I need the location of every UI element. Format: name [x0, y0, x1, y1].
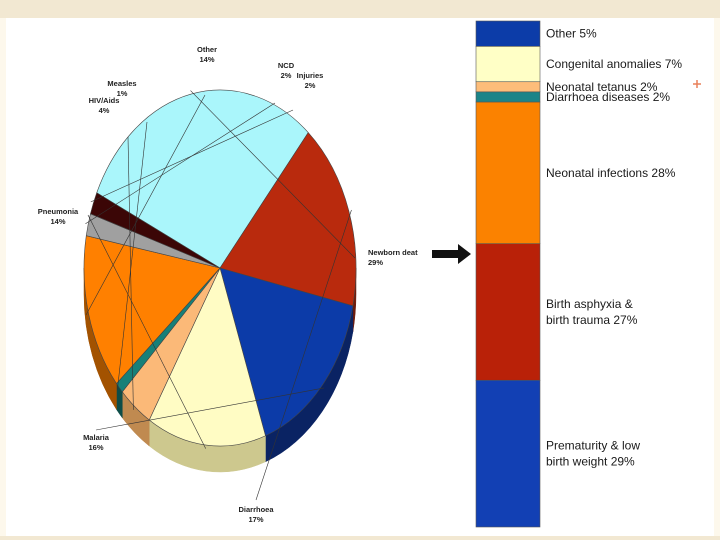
bar-segment-diarrhoea-diseases-2 — [475, 91, 541, 103]
pie-label-injuries: Injuries 2% — [297, 71, 324, 90]
pie-slice-newborn-deaths — [96, 89, 309, 269]
bar-label-neonatal-infections-28: Neonatal infections 28% — [546, 166, 676, 180]
pie-label-other: Other 14% — [197, 45, 217, 64]
accent-mark — [693, 80, 701, 88]
top-band — [0, 0, 720, 18]
bar-labels: Prematurity & low birth weight 29% Birth a… — [546, 27, 682, 469]
leader-line-diarrhoea — [255, 209, 352, 501]
leader-line-malaria — [95, 387, 325, 431]
leader-line-newborn-deaths — [190, 90, 356, 259]
pie-chart: Newborn deat 29% Diarrhoea 17% Malaria 16% Pne… — [38, 45, 418, 524]
bar-segment-congenital-anomalies-7 — [475, 45, 541, 83]
pie-label-hiv-aids: HIV/Aids 4% — [89, 96, 120, 115]
pie-slice-pneumonia — [148, 267, 266, 447]
bar-segments — [475, 20, 541, 528]
stacked-bar-chart: Prematurity & low birth weight 29% Birth a… — [475, 20, 682, 528]
leader-line-ncd — [85, 102, 276, 225]
arrow-shape — [432, 244, 471, 264]
leader-line-pneumonia — [87, 214, 206, 449]
pie-slice-other — [83, 235, 221, 384]
bar-label-neonatal-tetanus-2: Neonatal tetanus 2% — [546, 80, 658, 94]
bar-segment-birth-asphyxia — [475, 243, 541, 381]
pie-slice-injuries — [90, 192, 221, 269]
bottom-band — [0, 536, 720, 540]
bar-segment-prematurity-low — [475, 379, 541, 528]
pie-label-ncd: NCD 2% — [278, 61, 295, 80]
pie-label-malaria: Malaria 16% — [83, 433, 110, 452]
bar-segment-neonatal-infections-28 — [475, 101, 541, 244]
pie-label-diarrhoea: Diarrhoea 17% — [238, 505, 274, 524]
leader-line-measles — [117, 121, 148, 391]
pie-tops — [83, 89, 357, 447]
bar-segment-neonatal-tetanus-2 — [475, 81, 541, 93]
pie-labels: Newborn deat 29% Diarrhoea 17% Malaria 16% Pne… — [38, 45, 418, 524]
leader-line-other — [85, 94, 206, 316]
bar-segment-other-5 — [475, 20, 541, 47]
pie-slice-diarrhoea — [219, 132, 357, 307]
pie-label-pneumonia: Pneumonia 14% — [38, 207, 79, 226]
pie-leaders — [85, 90, 356, 501]
pie-label-measles: Measles 1% — [107, 79, 136, 98]
leader-line-injuries — [90, 109, 294, 203]
bar-label-prematurity-low: Prematurity & low birth weight 29% — [546, 439, 640, 469]
pie-label-newborn-deaths: Newborn deat 29% — [368, 248, 418, 267]
arrow-icon — [432, 244, 471, 264]
bar-label-diarrhoea-diseases-2: Diarrhoea diseases 2% — [546, 90, 670, 104]
bar-label-congenital-anomalies-7: Congenital anomalies 7% — [546, 57, 682, 71]
pie-slice-malaria — [219, 267, 354, 437]
bar-label-birth-asphyxia: Birth asphyxia & birth trauma 27% — [546, 297, 638, 327]
bar-label-other-5: Other 5% — [546, 27, 597, 41]
leader-line-hiv-aids — [127, 136, 134, 410]
